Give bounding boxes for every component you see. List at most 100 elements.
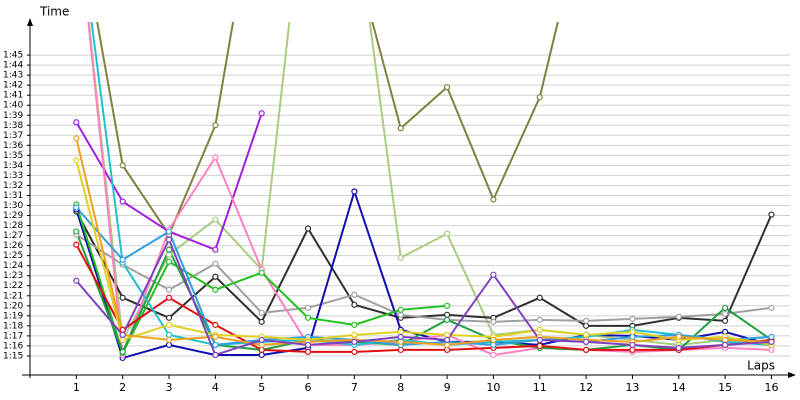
point — [536, 94, 543, 101]
x-tick-label: 11 — [533, 381, 547, 394]
point — [212, 333, 219, 340]
point — [722, 304, 729, 311]
point — [73, 157, 80, 164]
point — [536, 294, 543, 301]
point — [119, 294, 126, 301]
point — [119, 256, 126, 263]
point — [582, 331, 590, 338]
point — [258, 336, 265, 343]
series-line — [75, 237, 772, 357]
point — [722, 328, 729, 335]
point — [304, 341, 312, 349]
point — [722, 341, 729, 349]
point — [443, 84, 451, 91]
point — [119, 162, 126, 169]
point — [212, 351, 219, 359]
y-tick-label: 1:40 — [3, 101, 23, 111]
point — [165, 331, 173, 338]
point — [582, 317, 590, 324]
point — [258, 309, 265, 316]
series-line — [96, 22, 559, 237]
x-tick-label: 1 — [73, 381, 80, 394]
x-tick-label: 8 — [397, 381, 404, 394]
point — [119, 331, 126, 338]
point — [258, 318, 265, 325]
point — [165, 228, 173, 235]
y-tick-label: 1:20 — [3, 301, 23, 311]
point — [119, 336, 126, 343]
plot-area — [73, 22, 775, 362]
point — [582, 322, 590, 329]
point — [490, 318, 497, 325]
point — [722, 310, 729, 317]
x-tick-label: 12 — [579, 381, 593, 394]
point — [443, 341, 451, 349]
point — [165, 236, 173, 243]
point — [351, 188, 358, 195]
point — [258, 341, 265, 349]
point — [629, 328, 636, 335]
point — [397, 328, 404, 335]
point — [768, 346, 775, 354]
point — [629, 333, 636, 340]
point — [165, 286, 173, 293]
point — [722, 336, 729, 343]
point — [629, 341, 636, 349]
point — [443, 311, 451, 318]
y-tick-label: 1:22 — [3, 281, 23, 291]
point — [212, 273, 219, 280]
point — [397, 311, 404, 318]
series-line — [75, 244, 772, 353]
point — [768, 333, 775, 340]
point — [675, 313, 682, 320]
point — [351, 338, 358, 346]
y-tick-label: 1:17 — [3, 331, 23, 341]
point — [768, 304, 775, 311]
x-tick-label: 2 — [119, 381, 126, 394]
point — [582, 338, 590, 346]
point — [351, 321, 358, 328]
series-line — [75, 206, 772, 346]
series-line — [87, 22, 772, 356]
point — [536, 326, 543, 333]
y-tick-label: 1:39 — [3, 111, 23, 121]
point — [212, 321, 219, 328]
point — [165, 251, 173, 258]
x-tick-label: 3 — [166, 381, 173, 394]
point — [119, 198, 126, 205]
y-tick-label: 1:34 — [3, 161, 23, 171]
point — [443, 302, 451, 309]
point — [443, 230, 451, 237]
point — [165, 294, 173, 301]
point — [397, 254, 404, 261]
x-axis-label: Laps — [747, 359, 775, 373]
point — [304, 314, 312, 321]
y-tick-label: 1:35 — [3, 151, 23, 161]
point — [212, 122, 219, 129]
point — [73, 119, 80, 126]
point — [212, 154, 219, 161]
point — [212, 341, 219, 349]
point — [536, 342, 543, 350]
point — [397, 338, 404, 346]
point — [165, 258, 173, 265]
point — [212, 286, 219, 293]
point — [351, 291, 358, 298]
point — [304, 348, 312, 356]
point — [165, 336, 173, 343]
point — [536, 316, 543, 323]
y-tick-label: 1:33 — [3, 171, 23, 181]
y-tick-label: 1:27 — [3, 231, 23, 241]
point — [351, 331, 358, 338]
y-tick-label: 1:15 — [3, 351, 23, 361]
point — [397, 125, 404, 132]
y-tick-label: 1:23 — [3, 271, 23, 281]
point — [119, 348, 126, 356]
point — [722, 317, 729, 324]
y-tick-label: 1:42 — [3, 81, 23, 91]
series-line — [90, 22, 772, 346]
y-tick-label: 1:31 — [3, 191, 23, 201]
y-tick-label: 1:18 — [3, 321, 23, 331]
